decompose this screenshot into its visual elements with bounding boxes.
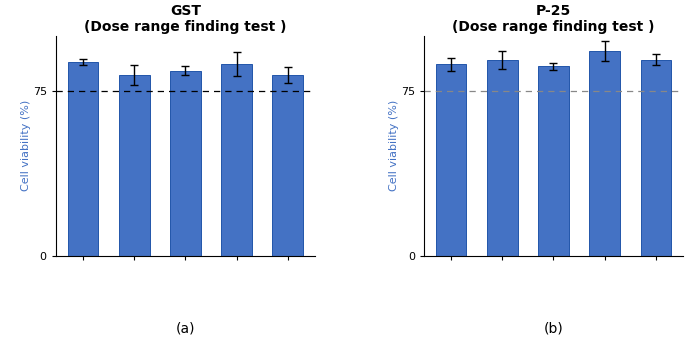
Bar (487, 60, 518, 256)
Bar (68, 62, 98, 256)
Bar (118, 75, 150, 256)
Bar (641, 60, 671, 256)
Y-axis label: Cell viability (%): Cell viability (%) (390, 100, 399, 191)
Bar (273, 75, 303, 256)
Title: P-25
(Dose range finding test ): P-25 (Dose range finding test ) (452, 4, 654, 34)
Bar (221, 64, 252, 256)
Bar (170, 71, 201, 256)
Bar (589, 51, 620, 256)
Y-axis label: Cell viability (%): Cell viability (%) (21, 100, 31, 191)
Text: (a): (a) (176, 322, 195, 335)
Text: (b): (b) (544, 322, 563, 335)
Bar (436, 64, 466, 256)
Title: GST
(Dose range finding test ): GST (Dose range finding test ) (84, 4, 286, 34)
Bar (538, 66, 569, 256)
